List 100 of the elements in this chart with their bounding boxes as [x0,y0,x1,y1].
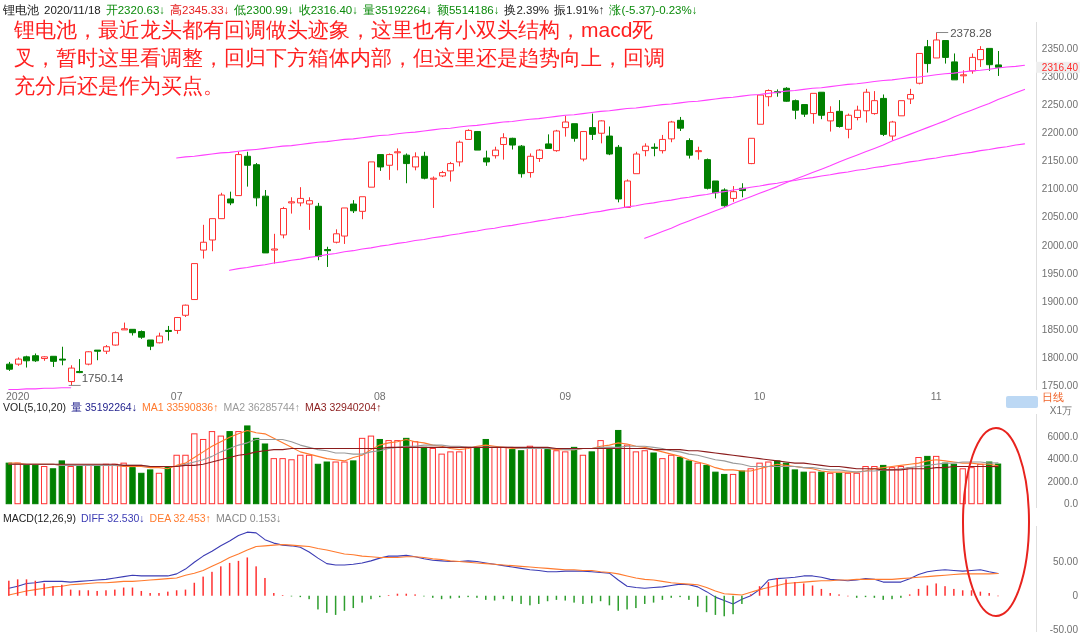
candlestick [571,123,578,143]
candlestick [59,346,66,366]
candlestick [651,142,658,157]
bar [323,461,330,505]
bar [729,473,737,505]
x-tick-label: 2020 [5,390,30,402]
y-tick-label: 1900.00 [1041,295,1079,307]
bar [447,451,454,505]
bar [941,462,949,505]
candlestick [306,196,313,231]
candlestick [527,152,534,179]
y-tick-label: 2350.00 [1041,42,1079,54]
bar [5,462,13,505]
chart-title: 锂电池 [2,4,39,16]
candlestick [562,115,569,138]
y-tick-label: 1950.00 [1041,267,1079,279]
candlestick [271,233,278,265]
candlestick [827,105,834,133]
candlestick [209,218,216,252]
text: MA3 32940204↑ [304,401,382,413]
candlestick [15,356,22,367]
bar [464,446,472,505]
candlestick [456,140,463,167]
bar [509,449,516,505]
y-tick-label: 2100.00 [1041,183,1079,195]
bar [880,464,887,505]
bar [827,472,834,505]
bar [341,461,348,505]
annotation: 1750.14 [81,372,124,385]
bar [350,460,357,505]
bar [23,464,30,505]
candlestick [394,147,401,171]
candlestick [995,50,1002,77]
bar [994,463,1002,505]
candlestick [430,176,437,209]
candlestick [103,344,110,355]
candlestick [174,316,181,335]
candlestick [916,52,923,85]
candlestick [165,325,172,342]
bar [226,431,233,505]
candlestick [509,137,516,151]
candlestick [907,88,914,105]
candlestick [810,92,817,125]
candlestick [32,352,39,363]
bar [420,446,428,505]
candlestick [368,161,375,188]
line-series [8,531,999,605]
bar [853,472,860,505]
bar [668,454,675,505]
bar [809,471,816,505]
text: 2020/11/18 [44,4,101,16]
text: 量 35192264↓ [71,401,137,413]
candlestick [421,151,428,180]
bar [191,433,198,505]
text: 换2.39% [504,4,550,16]
bar [791,469,799,505]
bar [367,435,375,505]
candlestick [721,187,728,208]
candlestick [615,144,622,203]
candlestick [606,126,613,156]
line-series [8,543,999,596]
bar [685,460,693,505]
candlestick [553,129,560,153]
candlestick [951,52,958,81]
candlestick [483,150,490,167]
bar [252,437,260,505]
candlestick [403,152,410,184]
bar [756,462,763,505]
y-tick-label: 0 [1072,590,1079,602]
candlestick [262,189,269,254]
candlestick [112,331,119,347]
candlestick [359,196,366,220]
candlestick [686,137,693,160]
bar [261,443,269,505]
candlestick [942,40,949,65]
bar [862,466,869,505]
y-tick-label: 1800.00 [1041,351,1079,363]
bar [14,462,21,505]
text: 低2300.99↓ [234,4,294,16]
bar [182,454,189,505]
candlestick [85,350,92,366]
bar [270,458,277,505]
candlestick [677,116,684,132]
candlestick [439,170,446,178]
candlestick [633,151,640,175]
candlestick [297,186,304,207]
y-tick-label: 1750.00 [1041,380,1079,392]
candlestick [235,151,242,197]
text: 2316.40 [1041,61,1079,73]
bar [297,454,304,505]
y-tick-label: 0.0 [1064,498,1079,510]
bar [579,454,587,505]
bar [403,437,410,505]
bar [535,447,542,505]
candlestick [50,355,57,368]
y-tick-label: 1850.00 [1041,323,1079,335]
text: DEA 32.453↑ [149,512,211,524]
candlestick [659,134,666,154]
candlestick [924,39,931,74]
bar [456,451,463,505]
